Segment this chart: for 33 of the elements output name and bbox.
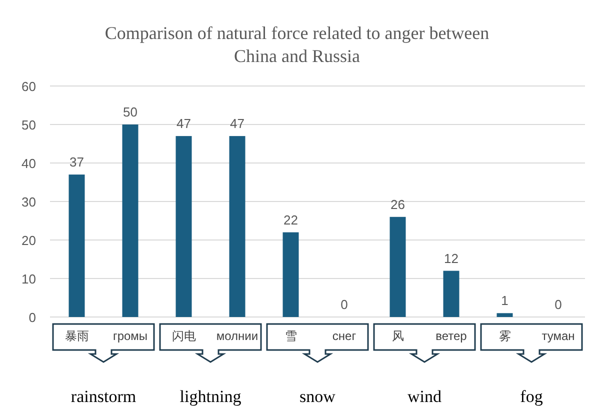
text: lightning [180, 387, 242, 406]
x-tick-label: молнии [216, 329, 258, 343]
y-tick-label: 60 [22, 79, 36, 94]
x-tick-label: 暴雨 [64, 329, 89, 343]
data-label: 50 [123, 104, 138, 120]
x-tick-label: громы [112, 329, 148, 343]
y-tick-label: 10 [22, 272, 36, 286]
data-label: 47 [176, 116, 191, 132]
x-tick-label: 雪 [284, 329, 297, 343]
x-tick-label: ветер [436, 329, 468, 343]
data-label: 22 [284, 212, 298, 228]
text: fog [520, 387, 544, 406]
data-label: 1 [501, 293, 508, 308]
text: wind [408, 387, 442, 406]
title: Comparison of natural force related to anger between China and Russia [104, 23, 490, 66]
text: snow [300, 387, 336, 406]
data-label: 0 [340, 297, 348, 312]
y-tick-label: 30 [22, 194, 36, 210]
y-tick-label: 40 [22, 156, 36, 171]
y-tick-label: 50 [22, 118, 36, 132]
x-tick-label: туман [542, 329, 575, 343]
data-label: 0 [554, 297, 562, 312]
data-label: 37 [70, 154, 84, 170]
data-label: 12 [444, 250, 458, 266]
text: rainstorm [70, 387, 136, 406]
x-tick-label: 风 [392, 329, 404, 343]
data-label: 47 [230, 116, 244, 132]
data-label: 26 [390, 196, 405, 212]
x-tick-label: 雾 [498, 329, 511, 343]
y-tick-label: 20 [22, 233, 36, 248]
y-tick-label: 0 [28, 310, 36, 325]
x-tick-label: 闪电 [172, 329, 196, 343]
x-tick-label: снег [332, 329, 357, 343]
